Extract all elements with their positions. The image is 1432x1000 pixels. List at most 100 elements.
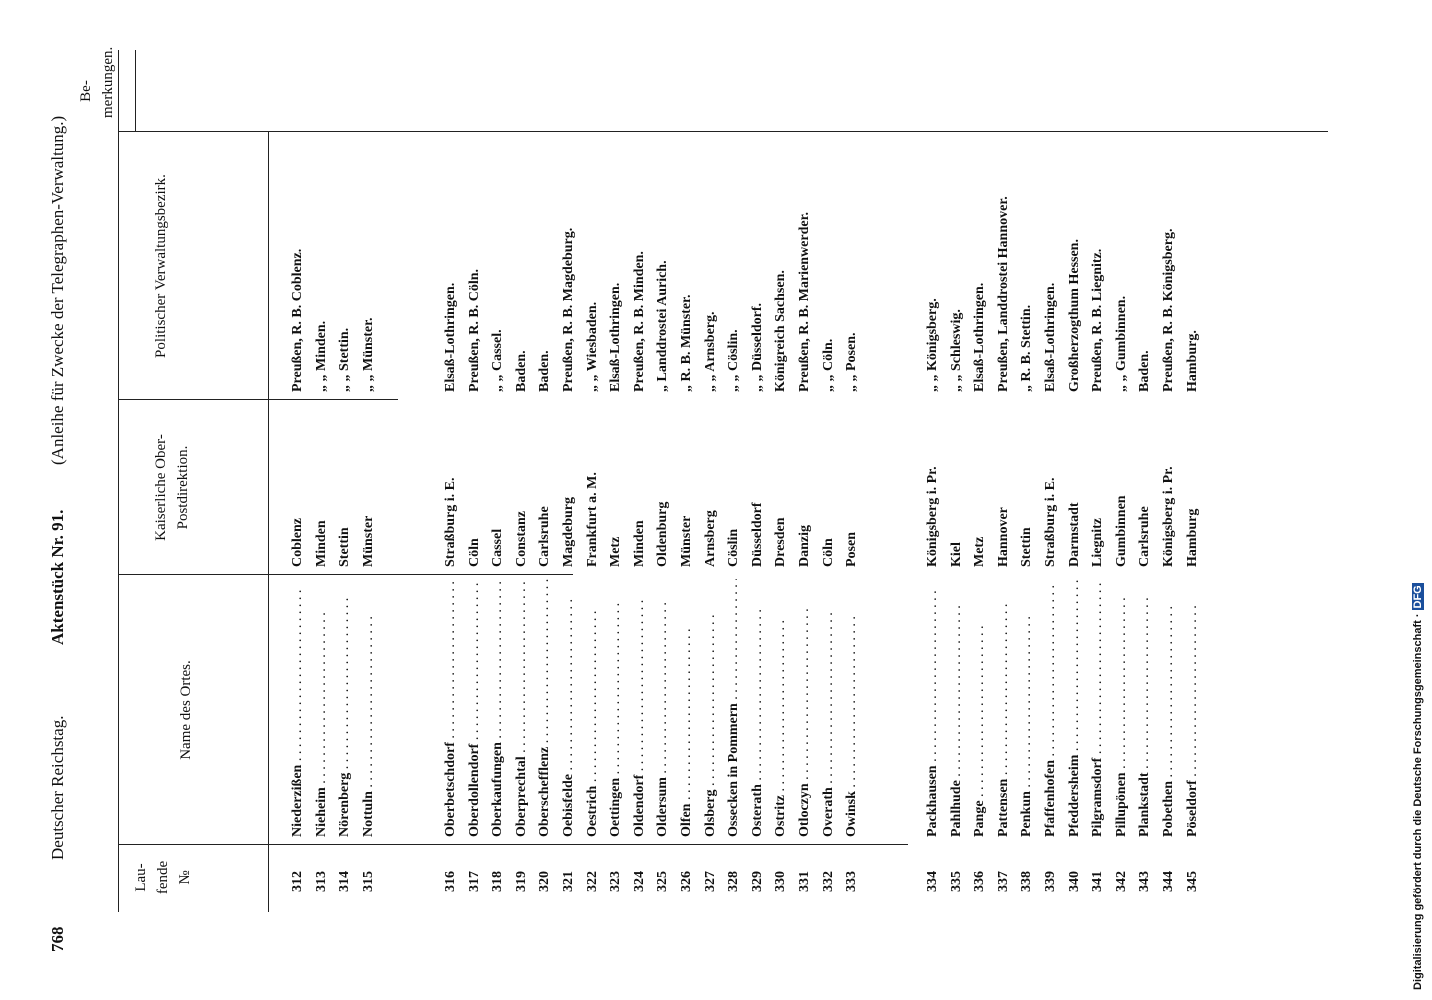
district: Preußen, R. B. Königsberg.: [1161, 228, 1176, 392]
row-number: 325: [655, 871, 671, 892]
credit-text: Digitalisierung gefördert durch die Deut…: [1412, 613, 1424, 990]
row-number: 334: [925, 871, 940, 892]
post-directorate: Stettin: [337, 527, 353, 567]
district: Baden.: [513, 350, 529, 392]
column-header: Kaiserliche Ober-Postdirektion.: [153, 434, 191, 541]
district: Elsaß-Lothringen.: [608, 282, 624, 392]
post-directorate: Frankfurt a. M.: [584, 472, 600, 567]
row-number: 341: [1090, 871, 1106, 892]
place-name: Plankstadt: [1137, 579, 1153, 837]
row-number: 324: [631, 871, 647, 892]
post-directorate: Münster: [679, 515, 694, 567]
row-number: 320: [537, 871, 553, 892]
row-number: 321: [561, 871, 576, 892]
district: „ R. B. Stettin.: [1019, 304, 1035, 392]
row-number: 331: [797, 871, 812, 892]
district: Preußen, Landdrostei Hannover.: [995, 196, 1011, 392]
post-directorate: Magdeburg: [561, 497, 576, 567]
row-number: 327: [702, 871, 718, 892]
district: Preußen, R. B. Cöln.: [466, 268, 482, 392]
row-number: 333: [844, 871, 860, 892]
row-number: 316: [443, 871, 458, 892]
place-name: Nottuln: [361, 579, 377, 837]
row-number: 313: [313, 871, 329, 892]
row-number: 312: [290, 871, 305, 892]
column-header: Be-merkungen.: [78, 46, 116, 118]
publication: Deutscher Reichstag.: [48, 715, 67, 860]
district: „ „ Stettin.: [337, 327, 353, 392]
post-directorate: Cassel: [490, 528, 506, 567]
row-number: 340: [1066, 871, 1082, 892]
place-name: Pilgramsdorf: [1090, 579, 1106, 837]
row-number: 315: [360, 871, 376, 892]
row-number: 336: [972, 871, 988, 892]
row-number: 329: [749, 871, 765, 892]
place-name: Oberkaufungen: [490, 579, 506, 837]
place-name: Oberprechtal: [514, 579, 530, 837]
post-directorate: Minden: [631, 520, 647, 567]
post-directorate: Stettin: [1019, 527, 1035, 567]
post-directorate: Hannover: [995, 507, 1011, 567]
district: Königreich Sachsen.: [773, 270, 789, 392]
district: Elsaß-Lothringen.: [1043, 282, 1058, 392]
row-number: 344: [1161, 871, 1176, 892]
row-number: 322: [584, 871, 600, 892]
post-directorate: Liegnitz: [1090, 518, 1106, 567]
district: „ „ Schleswig.: [948, 309, 964, 392]
post-directorate: Cöln: [820, 538, 836, 567]
district: „ „ Wiesbaden.: [584, 301, 600, 392]
top-rule: [118, 50, 119, 912]
place-name: Otloczyn: [797, 579, 813, 837]
post-directorate: Posen: [844, 532, 860, 567]
post-directorate: Carlsruhe: [537, 506, 553, 567]
column-header: Name des Ortes.: [178, 660, 194, 760]
row-number: 328: [726, 871, 742, 892]
district: „ „ Cöln.: [820, 338, 836, 392]
place-name: Penkun: [1019, 579, 1035, 837]
place-name: Olsberg: [703, 579, 719, 837]
place-name: Pobethen: [1161, 579, 1177, 837]
place-name: Oldersum: [655, 579, 671, 837]
place-name: Pfeddersheim: [1067, 579, 1083, 837]
post-directorate: Constanz: [513, 510, 529, 567]
district: „ „ Cassel.: [490, 329, 506, 392]
column-header: Lau-fende №: [133, 860, 193, 895]
place-name: Olfen: [679, 579, 695, 837]
district: „ „ Düsseldorf.: [749, 302, 765, 392]
district: „ „ Posen.: [844, 332, 860, 393]
place-name: Owinsk: [844, 579, 860, 837]
district: Baden.: [1137, 350, 1153, 392]
district: Preußen, R. B. Marienwerder.: [797, 211, 812, 392]
district: „ „ Münster.: [360, 317, 376, 392]
post-directorate: Düsseldorf: [749, 502, 765, 567]
post-directorate: Metz: [972, 536, 988, 567]
row-number: 337: [995, 871, 1011, 892]
row-number: 335: [948, 871, 964, 892]
post-directorate: Dresden: [773, 517, 789, 567]
post-directorate: Cöln: [466, 538, 482, 567]
place-name: Packhausen: [925, 579, 941, 837]
post-directorate: Cöslin: [726, 528, 742, 567]
row-number: 318: [490, 871, 506, 892]
row-number: 338: [1019, 871, 1035, 892]
post-directorate: Gumbinnen: [1113, 495, 1129, 567]
place-name: Pöseldorf: [1185, 579, 1201, 837]
post-directorate: Königsberg i. Pr.: [1161, 466, 1176, 567]
post-directorate: Oldenburg: [655, 501, 671, 567]
district: Elsaß-Lothringen.: [443, 282, 458, 392]
place-name: Pillupönen: [1114, 579, 1130, 837]
row-number: 314: [337, 871, 353, 892]
place-name: Nörenberg: [337, 579, 353, 837]
credit-logo: DFG: [1412, 583, 1424, 611]
credit: Digitalisierung gefördert durch die Deut…: [1412, 583, 1424, 990]
post-directorate: Danzig: [797, 525, 812, 567]
place-name: Oberdollendorf: [467, 579, 483, 837]
place-name: Oberbetschdorf: [443, 579, 459, 837]
place-name: Ossecken in Pommern: [726, 579, 742, 837]
post-directorate: Arnsberg: [702, 510, 718, 567]
post-directorate: Metz: [608, 536, 624, 567]
place-name: Oettingen: [608, 579, 624, 837]
place-name: Overath: [821, 579, 837, 837]
